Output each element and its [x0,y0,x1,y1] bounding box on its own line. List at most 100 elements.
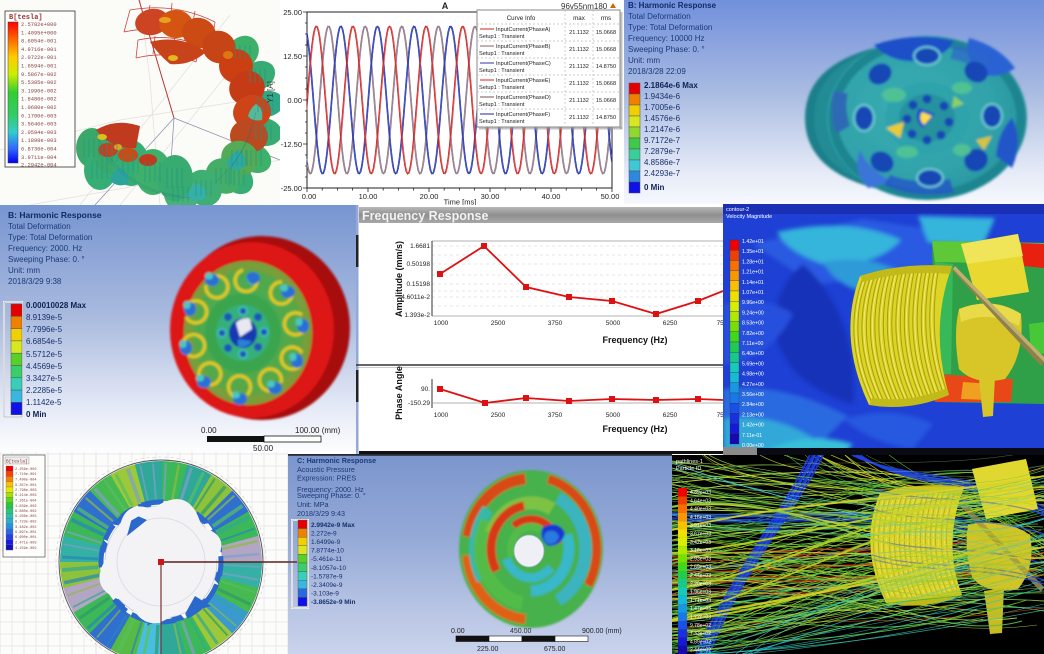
svg-text:Expression: PRES: Expression: PRES [297,474,356,483]
svg-text:2.20e+03: 2.20e+03 [690,581,711,587]
svg-text:6250: 6250 [663,320,678,327]
svg-text:Unit: mm: Unit: mm [8,266,40,275]
svg-text:1.71e+03: 1.71e+03 [690,598,711,604]
svg-text:1.1898e-003: 1.1898e-003 [21,138,57,144]
svg-text:3.9711e-004: 3.9711e-004 [21,155,57,161]
svg-text:2.256e-002: 2.256e-002 [15,468,37,472]
svg-text:contour-2: contour-2 [726,207,749,213]
svg-text:3.42e+03: 3.42e+03 [690,540,711,546]
svg-text:1.9434e-6: 1.9434e-6 [644,92,681,101]
svg-text:3.18e+03: 3.18e+03 [690,548,711,554]
svg-text:Setup1 : Transient: Setup1 : Transient [479,85,525,91]
svg-text:1.6594e-001: 1.6594e-001 [21,64,57,70]
svg-text:4.89e+03: 4.89e+03 [690,490,711,496]
svg-text:5.69e+00: 5.69e+00 [742,361,764,367]
svg-text:pathlines-1: pathlines-1 [676,459,703,465]
svg-text:25.00: 25.00 [283,8,302,17]
svg-text:0.15198: 0.15198 [407,281,431,288]
svg-text:675.00: 675.00 [544,646,566,653]
svg-text:4.89e+02: 4.89e+02 [690,639,711,645]
svg-text:Sweeping Phase: 0. °: Sweeping Phase: 0. ° [628,45,705,54]
svg-text:1.28e+01: 1.28e+01 [742,259,764,265]
svg-text:1000: 1000 [434,412,449,419]
svg-text:3750: 3750 [548,412,563,419]
svg-text:4.4569e-5: 4.4569e-5 [26,362,63,371]
svg-text:21.1132: 21.1132 [569,115,589,121]
svg-text:8.53e+00: 8.53e+00 [742,321,764,327]
svg-text:20.00: 20.00 [420,192,439,201]
svg-text:50.00: 50.00 [253,444,274,452]
svg-text:A: A [442,1,449,11]
svg-text:Acoustic Pressure: Acoustic Pressure [297,465,355,474]
svg-text:3750: 3750 [548,320,563,327]
svg-text:5000: 5000 [606,320,621,327]
svg-text:1.839e-003: 1.839e-003 [15,505,37,509]
svg-text:1.7005e-6: 1.7005e-6 [644,103,681,112]
svg-text:96v55nm180: 96v55nm180 [561,2,608,11]
svg-text:6.214e-003: 6.214e-003 [15,494,37,498]
svg-text:1.47e+03: 1.47e+03 [690,606,711,612]
svg-text:7.261e-004: 7.261e-004 [15,500,37,504]
svg-text:100.00 (mm): 100.00 (mm) [295,426,341,435]
svg-text:Unit: mm: Unit: mm [628,56,660,65]
svg-text:21.1132: 21.1132 [569,81,589,87]
svg-text:B[tesla]: B[tesla] [6,459,28,465]
svg-text:1.42e+01: 1.42e+01 [742,239,764,245]
svg-text:2018/3/29 9:38: 2018/3/29 9:38 [8,277,62,286]
svg-text:2500: 2500 [491,412,506,419]
svg-text:-8.1057e-10: -8.1057e-10 [311,565,346,572]
svg-text:6250: 6250 [663,412,678,419]
svg-text:7.11e-01: 7.11e-01 [742,433,762,439]
svg-text:4.27e+00: 4.27e+00 [742,382,764,388]
svg-text:7.8774e-10: 7.8774e-10 [311,548,344,555]
svg-text:C: Harmonic Response: C: Harmonic Response [297,456,376,465]
svg-text:21.1132: 21.1132 [569,30,589,36]
svg-text:1.07e+01: 1.07e+01 [742,290,764,296]
svg-text:3.482e-002: 3.482e-002 [15,526,37,530]
svg-text:3.91e+03: 3.91e+03 [690,523,711,529]
svg-text:Setup1 : Transient: Setup1 : Transient [479,119,525,125]
svg-text:15.0668: 15.0668 [596,81,616,87]
svg-text:Frequency (Hz): Frequency (Hz) [602,424,667,434]
svg-text:9.357e-001: 9.357e-001 [15,484,37,488]
svg-text:Setup1 : Transient: Setup1 : Transient [479,51,525,57]
svg-text:5.5712e-5: 5.5712e-5 [26,350,63,359]
svg-text:1.2147e-6: 1.2147e-6 [644,125,681,134]
svg-text:2.4293e-7: 2.4293e-7 [644,169,681,178]
svg-text:0.00010028 Max: 0.00010028 Max [26,301,87,310]
svg-text:B[tesla]: B[tesla] [9,14,43,22]
svg-text:2.0594e-003: 2.0594e-003 [21,130,57,136]
svg-text:2018/3/29 9:43: 2018/3/29 9:43 [297,509,345,518]
svg-text:5.5385e-002: 5.5385e-002 [21,80,57,86]
svg-text:rms: rms [601,15,611,22]
svg-text:B: Harmonic Response: B: Harmonic Response [8,210,102,220]
svg-text:InputCurrent(PhaseE): InputCurrent(PhaseE) [496,78,551,84]
svg-text:3.1996e-002: 3.1996e-002 [21,88,57,94]
svg-text:7.82e+00: 7.82e+00 [742,331,764,337]
svg-text:9.78e+02: 9.78e+02 [690,623,711,629]
svg-text:900.00 (mm): 900.00 (mm) [582,628,622,635]
svg-text:9.897e-001: 9.897e-001 [15,531,37,535]
svg-text:Amplitude (mm/s): Amplitude (mm/s) [394,241,404,317]
svg-text:0.00: 0.00 [287,96,302,105]
svg-text:2.0722e-001: 2.0722e-001 [21,55,57,61]
svg-text:8.6054e-001: 8.6054e-001 [21,39,57,45]
svg-text:2.93e+03: 2.93e+03 [690,556,711,562]
svg-text:21.1132: 21.1132 [569,98,589,104]
svg-text:2.2942e-004: 2.2942e-004 [21,163,57,169]
svg-text:9.880e-002: 9.880e-002 [15,510,37,514]
svg-text:-12.50: -12.50 [281,140,302,149]
svg-text:2.2285e-5: 2.2285e-5 [26,386,63,395]
svg-text:9.208e-003: 9.208e-003 [15,515,37,519]
svg-text:-1.5787e-9: -1.5787e-9 [311,573,343,580]
svg-text:10.00: 10.00 [359,192,378,201]
svg-text:Unit: MPa: Unit: MPa [297,500,329,509]
svg-text:Frequency Response: Frequency Response [362,209,488,223]
svg-text:4.16e+03: 4.16e+03 [690,515,711,521]
svg-text:450.00: 450.00 [510,628,532,635]
svg-text:Curve Info: Curve Info [507,15,536,22]
svg-text:1.6681: 1.6681 [410,243,430,250]
svg-text:2.1864e-6 Max: 2.1864e-6 Max [644,81,698,90]
svg-text:1.14e+01: 1.14e+01 [742,280,764,286]
svg-text:1.6499e-9: 1.6499e-9 [311,539,341,546]
